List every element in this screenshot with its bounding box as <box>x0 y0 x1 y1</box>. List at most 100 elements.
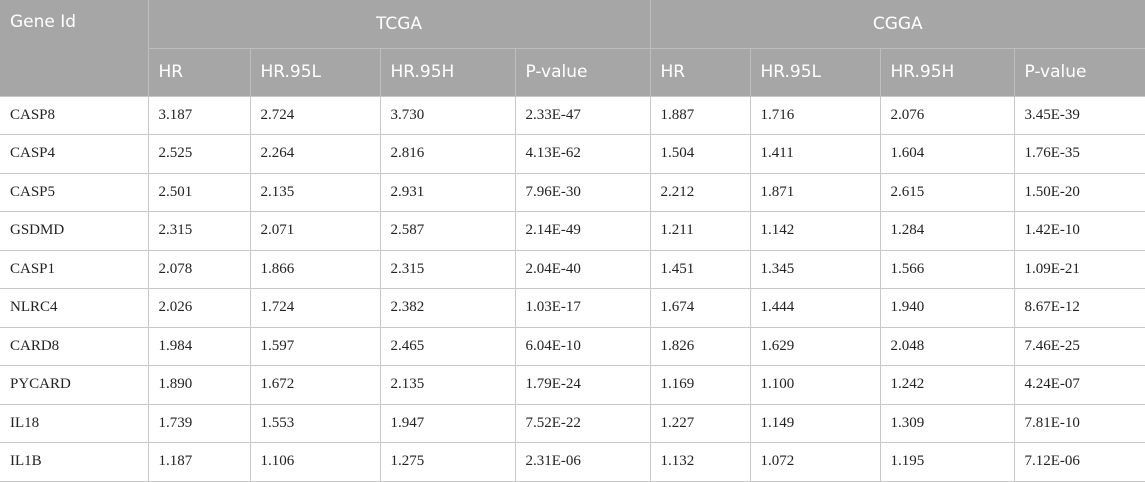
column-header: P-value <box>514 48 651 96</box>
value-cell: 2.135 <box>249 172 381 212</box>
value-cell: 1.142 <box>749 211 881 251</box>
table-row: NLRC4 2.026 1.724 2.382 1.03E-17 1.674 1.444 1.… <box>0 288 1145 328</box>
value-cell: 1.09E-21 <box>1013 249 1145 289</box>
value-cell: 2.212 <box>649 172 751 212</box>
value-cell: 1.947 <box>379 403 516 443</box>
value-cell: 2.816 <box>379 134 516 174</box>
value-cell: 2.135 <box>379 365 516 405</box>
value-cell: 4.13E-62 <box>514 134 651 174</box>
value-cell: 2.078 <box>147 249 251 289</box>
value-cell: 1.553 <box>249 403 381 443</box>
value-cell: 1.629 <box>749 326 881 366</box>
table-row: CASP8 3.187 2.724 3.730 2.33E-47 1.887 1.716 2.… <box>0 95 1145 135</box>
value-cell: 1.604 <box>879 134 1015 174</box>
value-cell: 2.264 <box>249 134 381 174</box>
value-cell: 2.315 <box>147 211 251 251</box>
value-cell: 1.100 <box>749 365 881 405</box>
value-cell: 1.76E-35 <box>1013 134 1145 174</box>
value-cell: 1.211 <box>649 211 751 251</box>
value-cell: 4.24E-07 <box>1013 365 1145 405</box>
column-header: P-value <box>1013 48 1145 96</box>
value-cell: 2.31E-06 <box>514 442 651 482</box>
value-cell: 1.072 <box>749 442 881 482</box>
value-cell: 1.566 <box>879 249 1015 289</box>
group-header: TCGA <box>147 0 651 49</box>
value-cell: 1.132 <box>649 442 751 482</box>
value-cell: 2.615 <box>879 172 1015 212</box>
value-cell: 7.12E-06 <box>1013 442 1145 482</box>
value-cell: 2.525 <box>147 134 251 174</box>
value-cell: 1.195 <box>879 442 1015 482</box>
gene-cell: CARD8 <box>0 326 149 366</box>
value-cell: 1.672 <box>249 365 381 405</box>
gene-cell: CASP4 <box>0 134 149 174</box>
value-cell: 1.42E-10 <box>1013 211 1145 251</box>
gene-cell: CASP8 <box>0 95 149 135</box>
value-cell: 3.45E-39 <box>1013 95 1145 135</box>
value-cell: 7.81E-10 <box>1013 403 1145 443</box>
header-row: HR HR.95L HR.95H P-value HR HR.95L HR.95H P-val… <box>0 48 1145 96</box>
value-cell: 1.940 <box>879 288 1015 328</box>
gene-cell: CASP1 <box>0 249 149 289</box>
value-cell: 1.597 <box>249 326 381 366</box>
column-header: HR.95L <box>249 48 381 96</box>
table-row: CASP5 2.501 2.135 2.931 7.96E-30 2.212 1.871 2.… <box>0 172 1145 212</box>
value-cell: 1.866 <box>249 249 381 289</box>
value-cell: 1.411 <box>749 134 881 174</box>
value-cell: 3.187 <box>147 95 251 135</box>
value-cell: 2.14E-49 <box>514 211 651 251</box>
column-header: HR <box>649 48 751 96</box>
value-cell: 7.96E-30 <box>514 172 651 212</box>
value-cell: 2.724 <box>249 95 381 135</box>
value-cell: 1.50E-20 <box>1013 172 1145 212</box>
value-cell: 6.04E-10 <box>514 326 651 366</box>
value-cell: 1.887 <box>649 95 751 135</box>
value-cell: 1.826 <box>649 326 751 366</box>
table-row: PYCARD 1.890 1.672 2.135 1.79E-24 1.169 1.100 1… <box>0 365 1145 405</box>
gene-cell: CASP5 <box>0 172 149 212</box>
gene-cell: NLRC4 <box>0 288 149 328</box>
value-cell: 1.187 <box>147 442 251 482</box>
value-cell: 2.465 <box>379 326 516 366</box>
value-cell: 1.169 <box>649 365 751 405</box>
gene-cell: IL18 <box>0 403 149 443</box>
value-cell: 7.46E-25 <box>1013 326 1145 366</box>
value-cell: 1.871 <box>749 172 881 212</box>
gene-cell: IL1B <box>0 442 149 482</box>
value-cell: 1.242 <box>879 365 1015 405</box>
table-row: CARD8 1.984 1.597 2.465 6.04E-10 1.826 1.629 2.… <box>0 326 1145 366</box>
value-cell: 2.587 <box>379 211 516 251</box>
table-row: CASP4 2.525 2.264 2.816 4.13E-62 1.504 1.411 1.… <box>0 134 1145 174</box>
value-cell: 1.345 <box>749 249 881 289</box>
value-cell: 2.931 <box>379 172 516 212</box>
value-cell: 1.890 <box>147 365 251 405</box>
value-cell: 2.501 <box>147 172 251 212</box>
table-row: CASP1 2.078 1.866 2.315 2.04E-40 1.451 1.345 1.… <box>0 249 1145 289</box>
gene-cell: PYCARD <box>0 365 149 405</box>
value-cell: 7.52E-22 <box>514 403 651 443</box>
value-cell: 1.674 <box>649 288 751 328</box>
value-cell: 1.149 <box>749 403 881 443</box>
table-body: CASP8 3.187 2.724 3.730 2.33E-47 1.887 1.716 2.… <box>0 95 1145 482</box>
value-cell: 1.724 <box>249 288 381 328</box>
value-cell: 1.451 <box>649 249 751 289</box>
value-cell: 2.382 <box>379 288 516 328</box>
value-cell: 1.444 <box>749 288 881 328</box>
value-cell: 1.309 <box>879 403 1015 443</box>
value-cell: 2.048 <box>879 326 1015 366</box>
value-cell: 2.026 <box>147 288 251 328</box>
column-header: HR <box>147 48 251 96</box>
value-cell: 8.67E-12 <box>1013 288 1145 328</box>
header-row: Gene Id TCGA CGGA <box>0 0 1145 96</box>
value-cell: 3.730 <box>379 95 516 135</box>
value-cell: 2.33E-47 <box>514 95 651 135</box>
value-cell: 1.03E-17 <box>514 288 651 328</box>
table-header: Gene Id TCGA CGGA HR HR.95L HR.95H P-value H… <box>0 0 1145 96</box>
value-cell: 1.275 <box>379 442 516 482</box>
value-cell: 1.504 <box>649 134 751 174</box>
value-cell: 1.739 <box>147 403 251 443</box>
column-header: HR.95H <box>879 48 1015 96</box>
column-header: HR.95L <box>749 48 881 96</box>
